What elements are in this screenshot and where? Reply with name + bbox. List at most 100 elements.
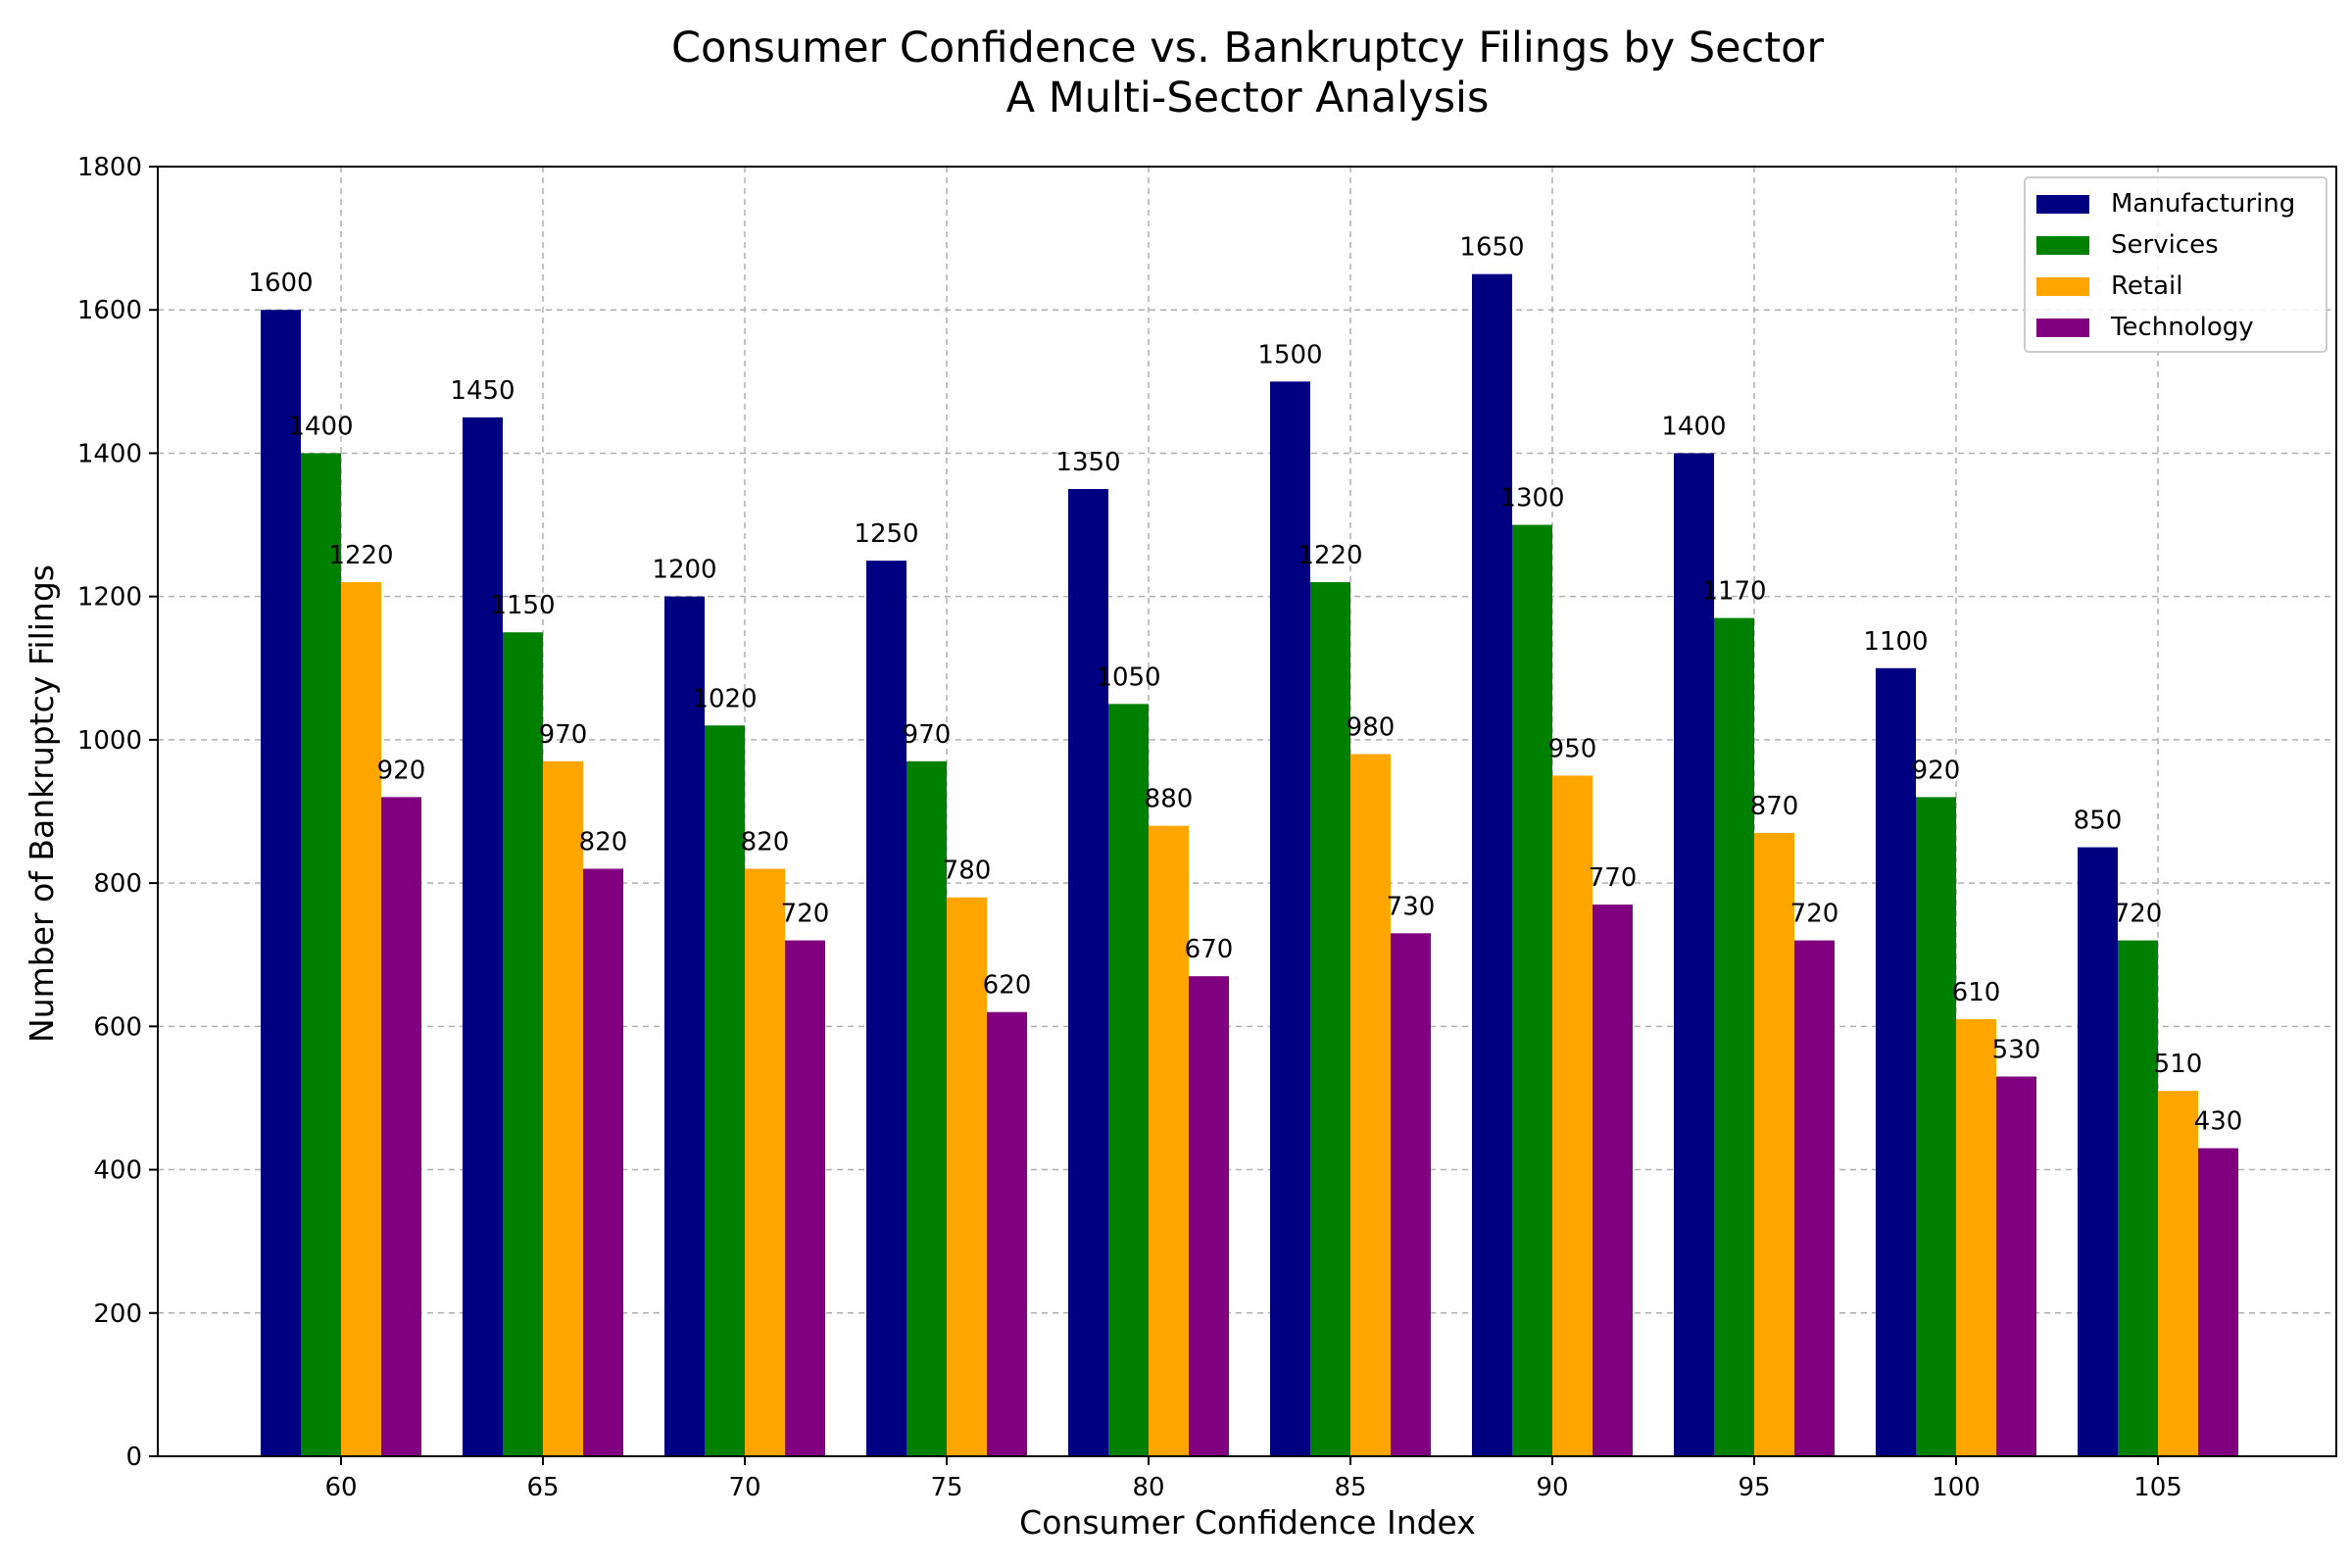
bar (1674, 453, 1714, 1456)
bar (341, 582, 381, 1456)
legend-label: Services (2111, 230, 2219, 260)
bar-value-label: 530 (1992, 1036, 2041, 1065)
bar-value-label: 730 (1387, 892, 1436, 921)
bar-value-label: 880 (1145, 785, 1194, 814)
legend-swatch (2036, 277, 2089, 296)
y-tick-label: 0 (125, 1443, 142, 1472)
bar (745, 868, 785, 1456)
x-tick-label: 90 (1536, 1473, 1568, 1502)
bar (1512, 524, 1552, 1456)
legend-box (2024, 176, 2328, 353)
bar-value-label: 1350 (1055, 448, 1120, 477)
bar (1876, 667, 1916, 1456)
y-tick-label: 600 (93, 1012, 142, 1042)
bar-value-label: 970 (903, 720, 952, 750)
plot-frame (157, 166, 2337, 1457)
bar-value-label: 1200 (652, 556, 716, 585)
y-tick-label: 800 (93, 869, 142, 899)
bar (664, 596, 705, 1456)
y-axis: 0 200 400 600 800 1000 1200 1400 1600 1800 (77, 153, 158, 1472)
y-tick-label: 200 (93, 1299, 142, 1329)
bar-value-label: 950 (1548, 734, 1597, 763)
legend-swatch (2036, 195, 2089, 214)
bar (705, 725, 745, 1456)
bar-value-label: 1050 (1096, 662, 1160, 692)
legend-swatch (2036, 318, 2089, 337)
bar (543, 760, 583, 1456)
x-axis-label: Consumer Confidence Index (1019, 1503, 1476, 1542)
y-axis-label: Number of Bankruptcy Filings (23, 564, 61, 1043)
x-tick-label: 85 (1334, 1473, 1366, 1502)
bar-value-label: 820 (579, 827, 628, 857)
bar-value-label: 1600 (248, 269, 313, 298)
y-tick-label: 1000 (77, 726, 142, 756)
y-tick-label: 1400 (77, 439, 142, 468)
bar-value-label: 720 (1790, 900, 1839, 929)
x-tick-label: 105 (2133, 1473, 2182, 1502)
bar (1794, 940, 1835, 1456)
bar-value-label: 1150 (490, 591, 555, 620)
bar (261, 310, 301, 1457)
bar-value-label: 720 (2114, 900, 2163, 929)
x-tick-label: 80 (1132, 1473, 1164, 1502)
bar (2158, 1091, 2198, 1456)
bar (1149, 825, 1189, 1456)
legend-swatch (2036, 236, 2089, 255)
y-tick-label: 400 (93, 1156, 142, 1186)
bar (1714, 617, 1754, 1456)
bar-value-label: 850 (2074, 807, 2123, 836)
bar-value-label: 610 (1952, 978, 2001, 1007)
bar-value-label: 780 (943, 857, 992, 886)
bar (1350, 754, 1391, 1456)
bar-value-label: 920 (1912, 756, 1961, 785)
y-tick-label: 1600 (77, 296, 142, 325)
bar (1754, 832, 1794, 1456)
bar-value-label: 980 (1347, 713, 1396, 743)
bar (947, 897, 987, 1456)
bar (583, 868, 623, 1456)
bar (906, 760, 947, 1456)
bar-labels-group: 1600 1450 1200 1250 1350 1500 1650 1400 1100 850 1… (248, 233, 2242, 1137)
bar-value-label: 1400 (1661, 412, 1726, 441)
bar (1270, 381, 1310, 1456)
bar (503, 632, 543, 1456)
bar (1916, 797, 1956, 1456)
bar (785, 940, 825, 1456)
legend-label: Technology (2110, 313, 2254, 342)
bar (1956, 1019, 1996, 1456)
bar-value-label: 720 (781, 900, 830, 929)
bar-value-label: 920 (377, 756, 426, 785)
chart-subtitle: A Multi-Sector Analysis (1006, 74, 1490, 122)
x-tick-label: 65 (526, 1473, 559, 1502)
x-tick-label: 100 (1932, 1473, 1981, 1502)
bar-value-label: 870 (1750, 792, 1799, 821)
y-tick-label: 1800 (77, 153, 142, 182)
x-tick-label: 60 (324, 1473, 357, 1502)
bar (2198, 1148, 2238, 1456)
x-tick-label: 95 (1738, 1473, 1770, 1502)
bar-value-label: 1450 (450, 376, 514, 406)
bar (1189, 976, 1229, 1456)
bar-value-label: 1650 (1459, 233, 1524, 263)
bar (463, 416, 503, 1456)
bar-value-label: 1220 (328, 541, 393, 570)
legend-label: Retail (2111, 271, 2182, 301)
bar (2118, 940, 2158, 1456)
bar-value-label: 1300 (1499, 484, 1564, 514)
bar-value-label: 1170 (1701, 577, 1766, 607)
x-tick-label: 75 (930, 1473, 962, 1502)
bar (1068, 489, 1108, 1456)
bar-value-label: 1220 (1298, 541, 1362, 570)
bar (1108, 704, 1149, 1456)
bar-value-label: 1250 (854, 519, 918, 549)
bar (301, 453, 341, 1456)
bar-value-label: 1020 (692, 684, 757, 713)
bar (381, 797, 421, 1456)
bar (1391, 933, 1431, 1456)
bar (866, 561, 906, 1456)
legend-label: Manufacturing (2111, 189, 2295, 219)
bar-value-label: 1400 (288, 412, 353, 441)
bar-value-label: 1100 (1863, 627, 1928, 657)
bar (1310, 582, 1350, 1456)
